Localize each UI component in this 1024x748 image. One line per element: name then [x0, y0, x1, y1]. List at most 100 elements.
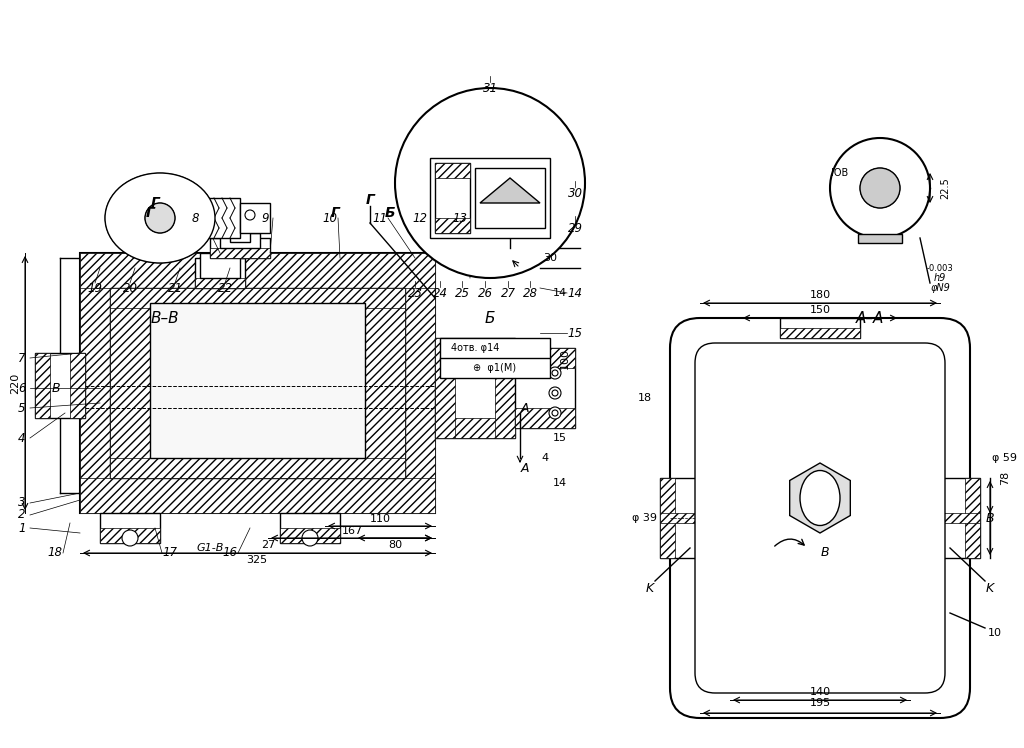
Text: φ 59: φ 59: [992, 453, 1018, 463]
Bar: [195, 258, 245, 288]
Bar: [100, 528, 160, 543]
Bar: [195, 278, 245, 288]
Text: 11: 11: [373, 212, 387, 224]
Bar: [280, 528, 340, 543]
Text: 80: 80: [388, 540, 402, 550]
Bar: [435, 218, 470, 233]
Text: 10: 10: [988, 628, 1002, 638]
Circle shape: [780, 588, 800, 608]
Ellipse shape: [105, 173, 215, 263]
Ellipse shape: [145, 203, 175, 233]
Circle shape: [860, 168, 900, 208]
Bar: [475, 168, 545, 228]
Text: 110: 110: [370, 514, 390, 524]
Bar: [660, 513, 700, 523]
Text: 22: 22: [217, 281, 232, 295]
Circle shape: [245, 210, 255, 220]
Bar: [406, 253, 435, 513]
Bar: [110, 458, 406, 478]
Text: 23: 23: [408, 286, 423, 299]
Text: 25: 25: [455, 286, 469, 299]
Bar: [660, 478, 700, 558]
Text: 325: 325: [247, 555, 267, 565]
Circle shape: [745, 588, 765, 608]
Circle shape: [880, 593, 890, 603]
Text: 4: 4: [542, 453, 549, 463]
Text: A: A: [521, 402, 529, 414]
Circle shape: [750, 433, 760, 443]
Bar: [365, 288, 406, 478]
Text: 30: 30: [567, 186, 583, 200]
Text: Г: Г: [151, 196, 160, 210]
Bar: [230, 230, 250, 242]
Circle shape: [845, 433, 855, 443]
Text: Б: Б: [385, 206, 395, 220]
Text: 167: 167: [341, 526, 362, 536]
Circle shape: [874, 588, 895, 608]
Circle shape: [840, 588, 860, 608]
Text: 13: 13: [453, 212, 468, 224]
Text: B: B: [820, 547, 829, 560]
Text: K: K: [646, 581, 654, 595]
FancyBboxPatch shape: [670, 318, 970, 718]
Text: IOB: IOB: [831, 168, 849, 178]
Text: 16: 16: [222, 547, 238, 560]
Bar: [100, 513, 160, 543]
Text: Г: Г: [366, 193, 375, 207]
Circle shape: [785, 593, 795, 603]
Text: 6: 6: [18, 381, 26, 394]
Circle shape: [750, 593, 760, 603]
Bar: [940, 513, 980, 523]
Bar: [80, 253, 435, 288]
Text: φN9: φN9: [930, 283, 950, 293]
Text: 14: 14: [553, 478, 567, 488]
Circle shape: [745, 428, 765, 448]
Text: A: A: [521, 462, 529, 474]
FancyBboxPatch shape: [695, 343, 945, 693]
Text: 4отв. φ14: 4отв. φ14: [451, 343, 499, 353]
Bar: [435, 338, 455, 438]
Text: B: B: [986, 512, 994, 524]
Bar: [80, 253, 435, 513]
Text: 9: 9: [261, 212, 268, 224]
Circle shape: [785, 433, 795, 443]
Circle shape: [830, 138, 930, 238]
Text: 10: 10: [323, 212, 338, 224]
Bar: [515, 408, 575, 428]
Text: 31: 31: [482, 82, 498, 94]
Text: 27: 27: [501, 286, 515, 299]
Circle shape: [552, 390, 558, 396]
Circle shape: [725, 528, 745, 548]
Text: 4: 4: [18, 432, 26, 444]
Text: 29: 29: [567, 221, 583, 235]
Circle shape: [780, 428, 800, 448]
Text: -0.003: -0.003: [927, 263, 953, 272]
Bar: [70, 353, 85, 418]
Text: 150: 150: [810, 305, 830, 315]
Bar: [210, 238, 270, 258]
Text: 14: 14: [567, 286, 583, 299]
Bar: [435, 338, 515, 438]
Circle shape: [552, 410, 558, 416]
Text: 140: 140: [809, 687, 830, 697]
Circle shape: [549, 387, 561, 399]
Bar: [280, 513, 340, 543]
Bar: [435, 163, 470, 233]
Text: 17: 17: [163, 547, 177, 560]
Bar: [35, 353, 85, 418]
Bar: [35, 353, 50, 418]
Text: 24: 24: [432, 286, 447, 299]
Bar: [80, 478, 435, 513]
Text: 195: 195: [809, 698, 830, 708]
Text: 27: 27: [261, 540, 275, 550]
Bar: [200, 253, 240, 278]
Circle shape: [730, 533, 740, 543]
Bar: [110, 288, 406, 308]
Bar: [190, 198, 240, 238]
Text: Г: Г: [145, 206, 155, 220]
Text: 14: 14: [553, 288, 567, 298]
Text: φ 39: φ 39: [633, 513, 657, 523]
Bar: [210, 248, 270, 258]
Circle shape: [840, 428, 860, 448]
Text: 22.5: 22.5: [940, 177, 950, 199]
